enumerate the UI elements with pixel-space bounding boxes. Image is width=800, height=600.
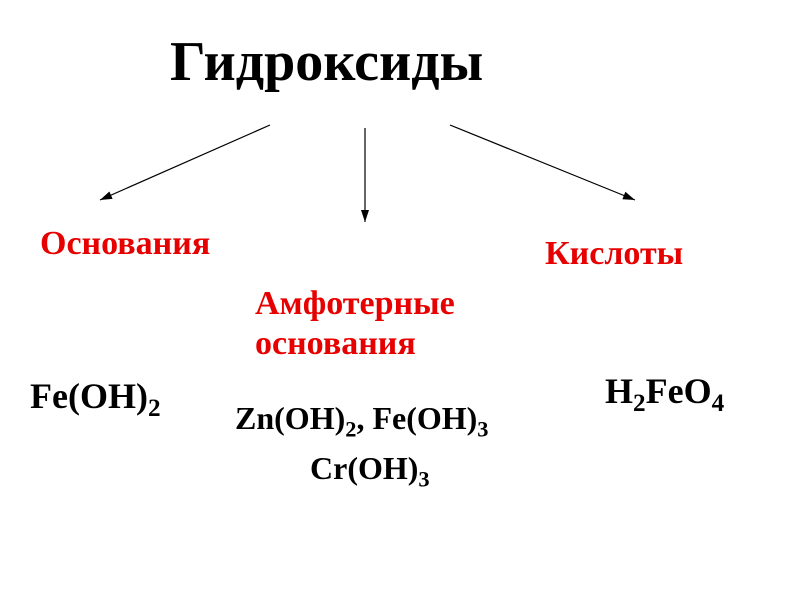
category-acids: Кислоты	[545, 235, 683, 273]
category-amphoteric_l2: основания	[255, 325, 416, 363]
category-amphoteric_l1: Амфотерные	[255, 285, 455, 323]
arrow	[100, 125, 270, 200]
formula-croh3: Cr(OH)3	[310, 450, 430, 487]
formula-h2feo4: H2FeO4	[605, 370, 724, 412]
formula-feoh2: Fe(OH)2	[30, 375, 161, 417]
arrow	[450, 125, 635, 200]
diagram-title: Гидроксиды	[170, 30, 483, 94]
arrow	[361, 128, 369, 222]
formula-znoh2_feoh3: Zn(OH)2, Fe(OH)3	[235, 400, 488, 437]
category-bases: Основания	[40, 225, 210, 263]
